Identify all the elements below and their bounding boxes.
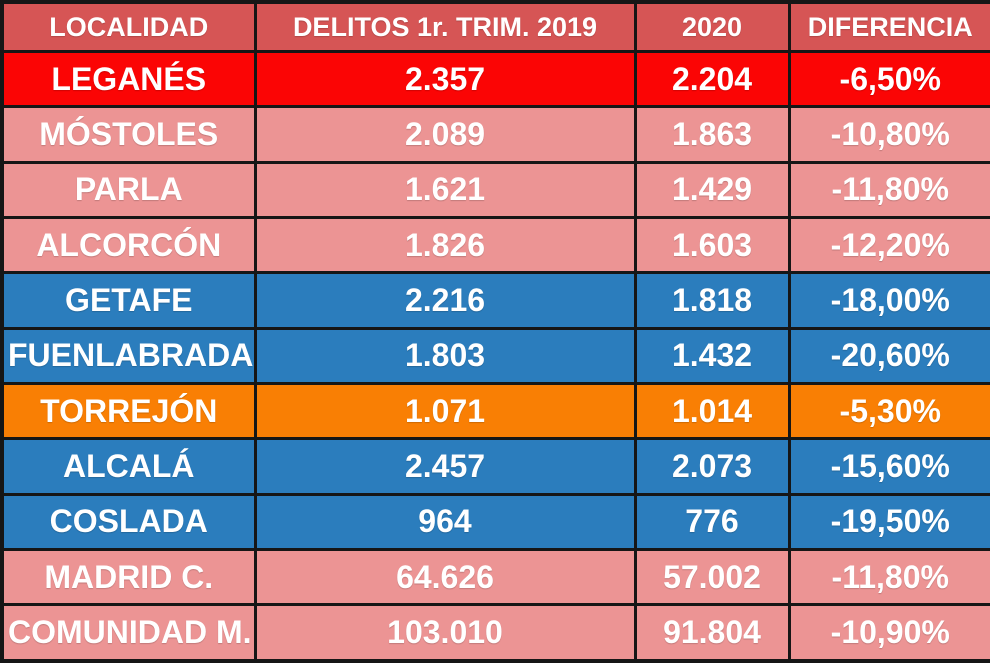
cell-2019: 64.626 — [253, 548, 637, 607]
cell-2019: 2.457 — [253, 437, 637, 496]
cell-2019: 1.826 — [253, 216, 637, 275]
table-row: MÓSTOLES 2.089 1.863 -10,80% — [0, 105, 990, 164]
header-cell-localidad: LOCALIDAD — [0, 0, 257, 53]
table-row: GETAFE 2.216 1.818 -18,00% — [0, 271, 990, 330]
cell-2019: 1.803 — [253, 326, 637, 386]
table-row: MADRID C. 64.626 57.002 -11,80% — [0, 548, 990, 607]
cell-2020: 1.818 — [633, 271, 791, 330]
cell-diff: -5,30% — [787, 382, 990, 441]
table-row: ALCALÁ 2.457 2.073 -15,60% — [0, 437, 990, 496]
cell-locality: COSLADA — [0, 492, 257, 552]
cell-2020: 1.863 — [633, 105, 791, 164]
cell-locality: PARLA — [0, 160, 257, 220]
cell-diff: -6,50% — [787, 49, 990, 109]
cell-diff: -20,60% — [787, 326, 990, 386]
cell-locality: LEGANÉS — [0, 49, 257, 109]
table-row: TORREJÓN 1.071 1.014 -5,30% — [0, 382, 990, 441]
cell-2019: 1.621 — [253, 160, 637, 220]
header-cell-2020: 2020 — [633, 0, 791, 53]
cell-locality: MADRID C. — [0, 548, 257, 607]
cell-diff: -15,60% — [787, 437, 990, 496]
table-row: FUENLABRADA 1.803 1.432 -20,60% — [0, 326, 990, 386]
header-cell-2019: DELITOS 1r. TRIM. 2019 — [253, 0, 637, 53]
cell-locality: ALCALÁ — [0, 437, 257, 496]
cell-2019: 2.357 — [253, 49, 637, 109]
cell-locality: GETAFE — [0, 271, 257, 330]
cell-diff: -19,50% — [787, 492, 990, 552]
cell-locality: TORREJÓN — [0, 382, 257, 441]
cell-diff: -11,80% — [787, 548, 990, 607]
cell-2020: 91.804 — [633, 603, 791, 663]
header-row: LOCALIDAD DELITOS 1r. TRIM. 2019 2020 DI… — [0, 0, 990, 53]
cell-2019: 103.010 — [253, 603, 637, 663]
cell-2020: 1.014 — [633, 382, 791, 441]
cell-2019: 1.071 — [253, 382, 637, 441]
table-row: LEGANÉS 2.357 2.204 -6,50% — [0, 49, 990, 109]
cell-2020: 1.429 — [633, 160, 791, 220]
cell-2019: 964 — [253, 492, 637, 552]
cell-2019: 2.089 — [253, 105, 637, 164]
cell-locality: FUENLABRADA — [0, 326, 257, 386]
cell-2019: 2.216 — [253, 271, 637, 330]
table-row: PARLA 1.621 1.429 -11,80% — [0, 160, 990, 220]
cell-diff: -11,80% — [787, 160, 990, 220]
header-cell-diferencia: DIFERENCIA — [787, 0, 990, 53]
table-row: COSLADA 964 776 -19,50% — [0, 492, 990, 552]
cell-diff: -10,90% — [787, 603, 990, 663]
cell-2020: 57.002 — [633, 548, 791, 607]
table-row: COMUNIDAD M. 103.010 91.804 -10,90% — [0, 603, 990, 663]
cell-2020: 776 — [633, 492, 791, 552]
cell-locality: MÓSTOLES — [0, 105, 257, 164]
cell-locality: COMUNIDAD M. — [0, 603, 257, 663]
cell-diff: -18,00% — [787, 271, 990, 330]
cell-2020: 1.432 — [633, 326, 791, 386]
cell-2020: 2.204 — [633, 49, 791, 109]
cell-diff: -12,20% — [787, 216, 990, 275]
cell-2020: 2.073 — [633, 437, 791, 496]
cell-2020: 1.603 — [633, 216, 791, 275]
cell-locality: ALCORCÓN — [0, 216, 257, 275]
cell-diff: -10,80% — [787, 105, 990, 164]
table-row: ALCORCÓN 1.826 1.603 -12,20% — [0, 216, 990, 275]
